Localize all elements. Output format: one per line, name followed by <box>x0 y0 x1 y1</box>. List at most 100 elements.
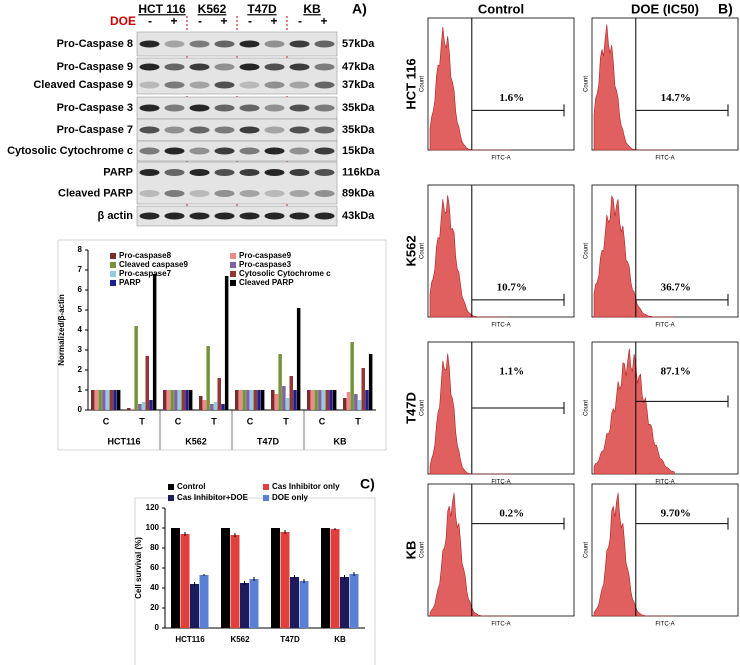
bar <box>349 574 359 628</box>
blot-band <box>289 104 310 112</box>
blot-band <box>214 212 235 220</box>
blot-band <box>214 169 235 176</box>
blot-band <box>289 169 310 176</box>
blot-band <box>314 190 335 197</box>
blot-band <box>289 40 310 48</box>
blot-band <box>139 126 160 134</box>
blot-band <box>264 40 285 48</box>
bar <box>188 390 193 410</box>
legend-label: Cleaved caspase9 <box>119 260 188 269</box>
panel-label: C) <box>360 476 375 492</box>
plot-frame <box>591 17 739 151</box>
lane-sign: + <box>170 14 177 28</box>
bar <box>166 390 171 410</box>
x-axis-title: FITC-A <box>655 480 674 486</box>
legend-label: Cas Inhibitor only <box>272 482 340 491</box>
bar <box>293 390 297 410</box>
y-axis-title: Count <box>420 400 426 416</box>
legend-label: Pro-caspase8 <box>119 251 172 260</box>
lane-sign: - <box>248 14 252 28</box>
y-tick-label: 1 <box>78 385 83 394</box>
bar <box>163 390 167 410</box>
blot-band <box>239 190 260 197</box>
blot-band <box>314 126 335 134</box>
gate-percentage: 87.1% <box>661 366 691 378</box>
x-tick-label: K562 <box>230 635 250 644</box>
protein-label: Pro-Caspase 7 <box>57 124 133 136</box>
y-axis-title: Count <box>584 243 590 259</box>
column-header: DOE (IC50) <box>631 1 699 16</box>
y-tick-label: 6 <box>78 285 83 294</box>
legend-swatch <box>230 271 236 277</box>
bar <box>289 376 293 410</box>
bar <box>260 390 265 410</box>
histogram <box>429 353 511 475</box>
bar <box>138 404 142 410</box>
protein-label: Cleaved Caspase 9 <box>33 79 133 91</box>
bar <box>221 404 225 410</box>
bar <box>285 398 290 410</box>
x-tick-label: HCT116 <box>175 635 205 644</box>
blot-band <box>264 63 285 71</box>
y-tick-label: 40 <box>150 583 159 592</box>
x-axis-title: FITC-A <box>655 323 674 329</box>
gate-percentage: 9.70% <box>661 508 691 520</box>
y-axis-title: Count <box>420 243 426 259</box>
bar <box>94 390 99 410</box>
bar <box>330 529 340 628</box>
size-label: 57kDa <box>342 38 375 50</box>
bar <box>329 390 333 410</box>
blot-band <box>289 126 310 134</box>
bar <box>307 390 311 410</box>
bar <box>282 386 286 410</box>
legend-label: Pro-caspase7 <box>119 269 172 278</box>
legend-swatch <box>110 262 116 268</box>
histogram <box>593 24 675 151</box>
histogram <box>429 195 511 318</box>
gate-percentage: 36.7% <box>661 281 691 293</box>
protein-label: β actin <box>98 210 134 222</box>
x-tick-label: T <box>211 416 217 426</box>
group-label: KB <box>334 436 347 446</box>
blot-band <box>214 63 235 71</box>
blot-band <box>189 169 210 176</box>
histogram <box>593 492 675 617</box>
bar <box>325 390 329 410</box>
gate-percentage: 1.1% <box>499 366 524 378</box>
x-axis-title: FITC-A <box>491 480 510 486</box>
gate-percentage: 10.7% <box>497 281 527 293</box>
blot-band <box>239 169 260 176</box>
bar <box>213 402 218 410</box>
legend-swatch <box>263 484 269 490</box>
legend-label: PARP <box>119 278 141 287</box>
x-tick-label: C <box>103 416 110 426</box>
bar <box>321 528 330 628</box>
bar <box>109 390 113 410</box>
bar <box>238 390 243 410</box>
blot-band <box>164 63 185 71</box>
legend-swatch <box>110 271 116 277</box>
y-tick-label: 80 <box>150 543 159 552</box>
cell-line-label: K562 <box>198 2 227 16</box>
y-axis-title: Normalized/β-actin <box>57 294 66 366</box>
blot-band <box>289 147 310 155</box>
blot-band <box>189 212 210 220</box>
bar <box>224 276 229 410</box>
row-label: T47D <box>403 392 418 424</box>
bar <box>271 528 280 628</box>
blot-band <box>164 190 185 197</box>
blot-band <box>139 40 160 48</box>
size-label: 35kDa <box>342 124 375 136</box>
legend-swatch <box>230 253 236 259</box>
bar <box>174 390 178 410</box>
histogram <box>429 492 511 617</box>
bar <box>242 390 246 410</box>
column-header: Control <box>478 1 524 16</box>
blot-band <box>314 63 335 71</box>
y-tick-label: 3 <box>78 345 83 354</box>
blot-band <box>189 104 210 112</box>
lane-sign: - <box>148 14 152 28</box>
bar <box>332 390 337 410</box>
blot-band <box>164 126 185 134</box>
blot-band <box>239 63 260 71</box>
